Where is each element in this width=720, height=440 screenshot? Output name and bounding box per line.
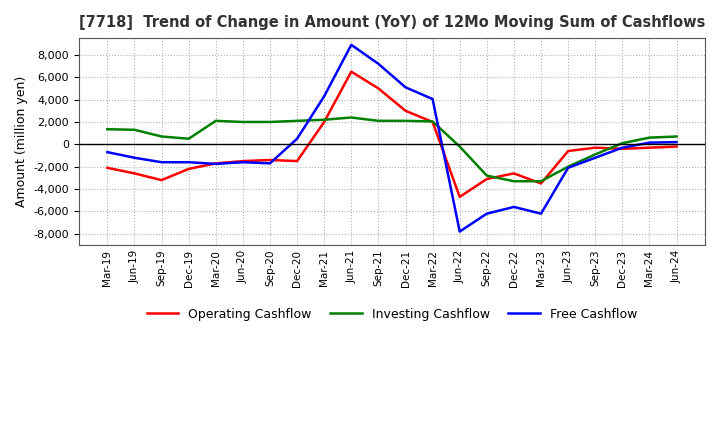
Investing Cashflow	[482, 173, 491, 178]
Operating Cashflow	[455, 194, 464, 199]
Free Cashflow	[212, 161, 220, 166]
Free Cashflow	[374, 61, 383, 66]
Free Cashflow	[103, 150, 112, 155]
Operating Cashflow	[212, 161, 220, 166]
Free Cashflow	[536, 211, 545, 216]
Free Cashflow	[482, 211, 491, 216]
Investing Cashflow	[212, 118, 220, 124]
Legend: Operating Cashflow, Investing Cashflow, Free Cashflow: Operating Cashflow, Investing Cashflow, …	[142, 303, 642, 326]
Operating Cashflow	[374, 86, 383, 91]
Operating Cashflow	[347, 69, 356, 74]
Investing Cashflow	[618, 140, 626, 146]
Investing Cashflow	[293, 118, 302, 124]
Free Cashflow	[645, 140, 654, 145]
Operating Cashflow	[238, 158, 247, 164]
Investing Cashflow	[428, 119, 437, 124]
Operating Cashflow	[103, 165, 112, 170]
Investing Cashflow	[401, 118, 410, 124]
Operating Cashflow	[672, 144, 681, 149]
Free Cashflow	[320, 94, 328, 99]
Investing Cashflow	[103, 127, 112, 132]
Investing Cashflow	[238, 119, 247, 125]
Operating Cashflow	[293, 158, 302, 164]
Investing Cashflow	[184, 136, 193, 141]
Investing Cashflow	[645, 135, 654, 140]
Free Cashflow	[238, 160, 247, 165]
Free Cashflow	[184, 160, 193, 165]
Investing Cashflow	[591, 152, 600, 157]
Free Cashflow	[591, 155, 600, 161]
Investing Cashflow	[320, 117, 328, 122]
Free Cashflow	[266, 161, 274, 166]
Investing Cashflow	[672, 134, 681, 139]
Operating Cashflow	[645, 145, 654, 150]
Free Cashflow	[130, 155, 139, 161]
Operating Cashflow	[401, 108, 410, 114]
Free Cashflow	[347, 42, 356, 48]
Operating Cashflow	[130, 171, 139, 176]
Operating Cashflow	[482, 176, 491, 182]
Operating Cashflow	[510, 171, 518, 176]
Operating Cashflow	[536, 181, 545, 186]
Free Cashflow	[564, 165, 572, 170]
Operating Cashflow	[266, 158, 274, 163]
Line: Investing Cashflow: Investing Cashflow	[107, 117, 677, 181]
Free Cashflow	[618, 145, 626, 150]
Investing Cashflow	[455, 144, 464, 149]
Free Cashflow	[157, 160, 166, 165]
Operating Cashflow	[184, 166, 193, 172]
Line: Operating Cashflow: Operating Cashflow	[107, 72, 677, 197]
Free Cashflow	[455, 229, 464, 234]
Free Cashflow	[293, 136, 302, 141]
Operating Cashflow	[428, 119, 437, 125]
Line: Free Cashflow: Free Cashflow	[107, 45, 677, 231]
Free Cashflow	[672, 139, 681, 145]
Operating Cashflow	[320, 119, 328, 125]
Operating Cashflow	[157, 177, 166, 183]
Free Cashflow	[428, 96, 437, 102]
Operating Cashflow	[591, 145, 600, 150]
Investing Cashflow	[157, 134, 166, 139]
Free Cashflow	[510, 204, 518, 209]
Investing Cashflow	[374, 118, 383, 124]
Y-axis label: Amount (million yen): Amount (million yen)	[15, 76, 28, 207]
Investing Cashflow	[266, 119, 274, 125]
Operating Cashflow	[564, 148, 572, 154]
Investing Cashflow	[347, 115, 356, 120]
Investing Cashflow	[536, 179, 545, 184]
Investing Cashflow	[510, 179, 518, 184]
Free Cashflow	[401, 84, 410, 90]
Title: [7718]  Trend of Change in Amount (YoY) of 12Mo Moving Sum of Cashflows: [7718] Trend of Change in Amount (YoY) o…	[78, 15, 705, 30]
Investing Cashflow	[130, 127, 139, 132]
Operating Cashflow	[618, 146, 626, 151]
Investing Cashflow	[564, 164, 572, 169]
